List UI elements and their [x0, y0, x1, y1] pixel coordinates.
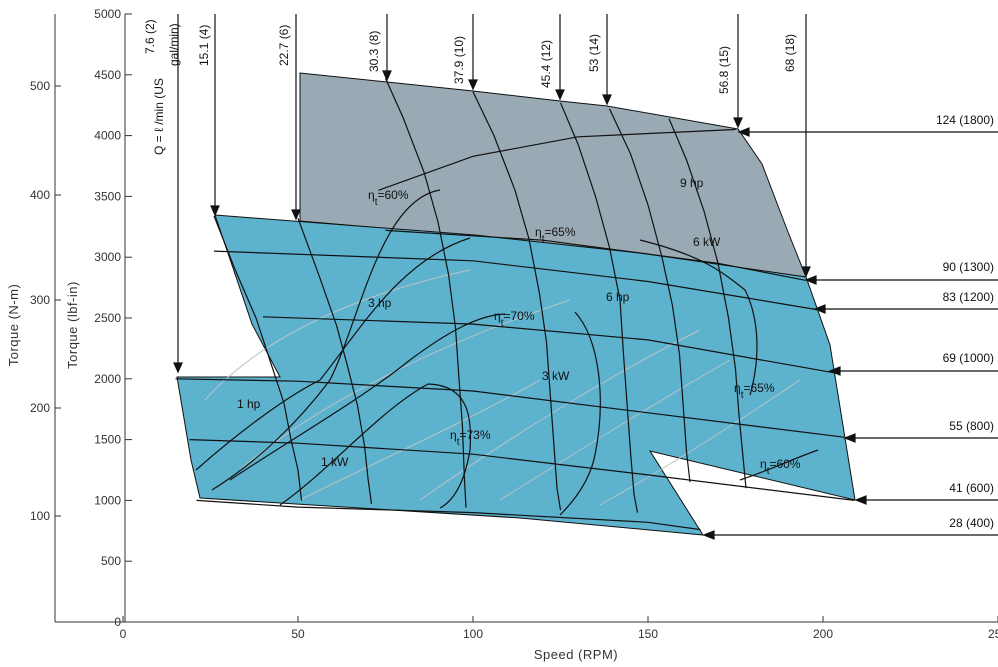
pressure-line-4 [213, 250, 817, 311]
efficiency-label-3: ηt=73% [450, 428, 491, 448]
pressure-arrowhead-1 [804, 275, 817, 285]
flow-axis-title-line2: gal/min) [167, 23, 181, 66]
flow-label-6: 53 (14) [587, 34, 601, 72]
power-label-2: 6 hp [606, 290, 630, 304]
y-tick-label-lbfin: 4000 [94, 129, 121, 143]
efficiency-curves [195, 189, 819, 516]
flow-arrowhead-6 [602, 94, 612, 106]
eff-curve-70-left [229, 313, 506, 481]
pressure-line-0 [196, 499, 701, 531]
flow-arrowhead-0 [173, 362, 183, 374]
power-label-0: 9 hp [680, 176, 704, 190]
x-tick-label: 200 [813, 627, 833, 641]
flow-line-1 [297, 218, 373, 505]
x-axis-title: Speed (RPM) [534, 647, 618, 662]
x-tick-label: 0 [120, 627, 127, 641]
pressure-line-1 [189, 439, 855, 501]
y-tick-label-lbfin: 0 [114, 615, 121, 629]
y-tick-label-lbfin: 4500 [94, 68, 121, 82]
y-tick-label-nm: 300 [30, 293, 50, 307]
y-axis-title-lbfin: Torque (lbf-in) [65, 281, 80, 369]
pressure-label-5: 41 (600) [949, 481, 994, 495]
flow-arrowhead-2 [291, 209, 301, 221]
flow-arrowhead-7 [733, 117, 743, 129]
flow-line-5 [608, 108, 691, 483]
power-label-1: 6 kW [693, 235, 721, 249]
pressure-line-6 [378, 128, 736, 191]
flow-arrowhead-5 [555, 89, 565, 101]
eff-curve-65-right [639, 239, 758, 396]
flow-label-1: 15.1 (4) [197, 25, 211, 66]
x-tick-label: 250 [988, 627, 998, 641]
flow-label-2: 22.7 (6) [277, 25, 291, 66]
x-tick-label: 150 [638, 627, 658, 641]
flow-axis-title-line1: Q = ℓ /min (US [152, 78, 166, 155]
flow-line-2 [384, 78, 467, 508]
flow-arrowhead-4 [468, 79, 478, 91]
pressure-arrowhead-6 [702, 530, 715, 540]
flow-label-0: 7.6 (2) [143, 19, 157, 54]
efficiency-label-2: ηt=70% [494, 309, 535, 329]
flow-arrowhead-8 [801, 266, 811, 278]
efficiency-label-1: ηt=65% [535, 225, 576, 245]
pressure-line-5 [385, 229, 806, 281]
y-tick-label-lbfin: 5000 [94, 7, 121, 21]
eff-curve-70-right [559, 311, 601, 516]
pressure-arrowhead-3 [828, 366, 841, 376]
y-tick-label-lbfin: 1500 [94, 433, 121, 447]
eff-curve-65-left [195, 237, 471, 471]
eff-curve-73 [279, 383, 472, 509]
flow-label-4: 37.9 (10) [452, 36, 466, 84]
efficiency-label-4: ηt=65% [734, 381, 775, 401]
power-label-5: 1 hp [237, 397, 261, 411]
y-tick-label-nm: 100 [30, 509, 50, 523]
y-tick-label-nm: 500 [30, 79, 50, 93]
efficiency-label-5: ηt=60% [760, 457, 801, 477]
y-tick-label-nm: 200 [30, 401, 50, 415]
pressure-label-6: 28 (400) [949, 516, 994, 530]
power-label-3: 3 hp [368, 296, 392, 310]
power-label-6: 1 kW [321, 455, 349, 469]
flow-line-0 [213, 215, 303, 501]
eff-curve-60-right [739, 449, 819, 481]
flow-label-8: 68 (18) [783, 34, 797, 72]
pressure-label-1: 90 (1300) [943, 260, 994, 274]
pressure-line-2 [175, 378, 845, 438]
flow-label-3: 30.3 (8) [367, 31, 381, 72]
y-tick-label-lbfin: 2000 [94, 372, 121, 386]
pressure-label-0: 124 (1800) [936, 113, 994, 127]
y-axis-title-nm: Torque (N-m) [6, 284, 21, 367]
y-tick-label-lbfin: 1000 [94, 493, 121, 507]
y-tick-label-lbfin: 2500 [94, 311, 121, 325]
pressure-line-3 [262, 316, 834, 374]
y-tick-label-lbfin: 500 [101, 554, 121, 568]
y-tick-label-nm: 400 [30, 188, 50, 202]
flow-arrowhead-1 [210, 205, 220, 217]
pressure-label-3: 69 (1000) [943, 351, 994, 365]
efficiency-label-0: ηt=60% [368, 188, 409, 208]
pressure-arrowhead-0 [737, 127, 750, 137]
pressure-arrowhead-4 [843, 433, 856, 443]
power-label-4: 3 kW [542, 369, 570, 383]
flow-arrowhead-3 [382, 70, 392, 82]
pressure-label-2: 83 (1200) [943, 290, 994, 304]
pressure-label-4: 55 (800) [949, 419, 994, 433]
x-tick-label: 100 [463, 627, 483, 641]
pressure-arrowhead-5 [854, 495, 867, 505]
eff-curve-60-left [211, 189, 441, 491]
y-tick-label-lbfin: 3000 [94, 250, 121, 264]
y-tick-label-lbfin: 3500 [94, 189, 121, 203]
flow-label-7: 56.8 (15) [717, 46, 731, 94]
pressure-arrowhead-2 [813, 304, 826, 314]
flow-line-6 [668, 118, 747, 489]
x-tick-label: 50 [291, 627, 305, 641]
flow-label-5: 45.4 (12) [539, 40, 553, 88]
operating-regions [176, 72, 856, 536]
